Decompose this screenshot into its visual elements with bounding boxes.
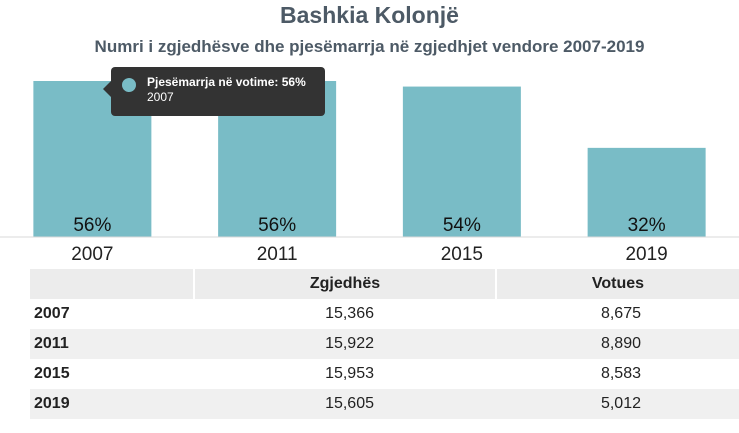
table-cell-zgjedhes: 15,366	[325, 305, 374, 322]
x-tick-label-2019: 2019	[625, 244, 667, 265]
table-cell-zgjedhes: 15,605	[194, 389, 496, 419]
data-label-2011: 56%	[258, 215, 296, 236]
chart-tooltip: Pjesëmarrja në votime: 56% 2007	[103, 67, 325, 116]
table-cell-zgjedhes: 15,953	[325, 365, 374, 382]
bar-chart: 56% 56% 54% 32% 2007 2011 2015 2019	[0, 81, 739, 265]
table-row: 2015 15,953 8,583	[30, 359, 739, 389]
table-row: 2011 15,922 8,890	[30, 329, 739, 359]
table-cell-votues: 8,583	[600, 365, 641, 382]
table-header-votues: Votues	[495, 269, 739, 299]
table-header-row: Zgjedhës Votues	[30, 269, 739, 299]
table-cell-votues: 8,675	[600, 305, 641, 322]
data-label-2015: 54%	[443, 215, 481, 236]
data-label-2019: 32%	[628, 215, 666, 236]
chart-subtitle: Numri i zgjedhësve dhe pjesëmarrja në zg…	[94, 37, 645, 56]
data-table: Zgjedhës Votues 2007 15,366 8,675 2011 1…	[30, 269, 739, 419]
table-row: 2019 15,605 5,012	[30, 389, 739, 419]
x-tick-label-2011: 2011	[257, 244, 298, 265]
x-tick-label-2015: 2015	[441, 244, 483, 265]
tooltip-year: 2007	[147, 90, 174, 104]
bar-2019[interactable]	[587, 147, 706, 237]
bar-2015[interactable]	[402, 86, 521, 237]
tooltip-label: Pjesëmarrja në votime: 56%	[147, 75, 306, 89]
table-cell-year: 2011	[30, 329, 194, 359]
table-cell-votues: 5,012	[496, 389, 739, 419]
table-header-year	[30, 269, 194, 299]
tooltip-series-dot	[122, 78, 136, 92]
table-row: 2007 15,366 8,675	[30, 299, 739, 329]
table-header-zgjedhes: Zgjedhës	[193, 269, 496, 299]
table-cell-year: 2007	[34, 305, 70, 322]
data-label-2007: 56%	[73, 215, 111, 236]
table-cell-year: 2015	[34, 365, 70, 382]
table-cell-zgjedhes: 15,922	[194, 329, 496, 359]
chart-title: Bashkia Kolonjë	[280, 2, 459, 28]
x-tick-label-2007: 2007	[71, 244, 113, 265]
table-cell-year: 2019	[30, 389, 194, 419]
table-cell-votues: 8,890	[496, 329, 739, 359]
